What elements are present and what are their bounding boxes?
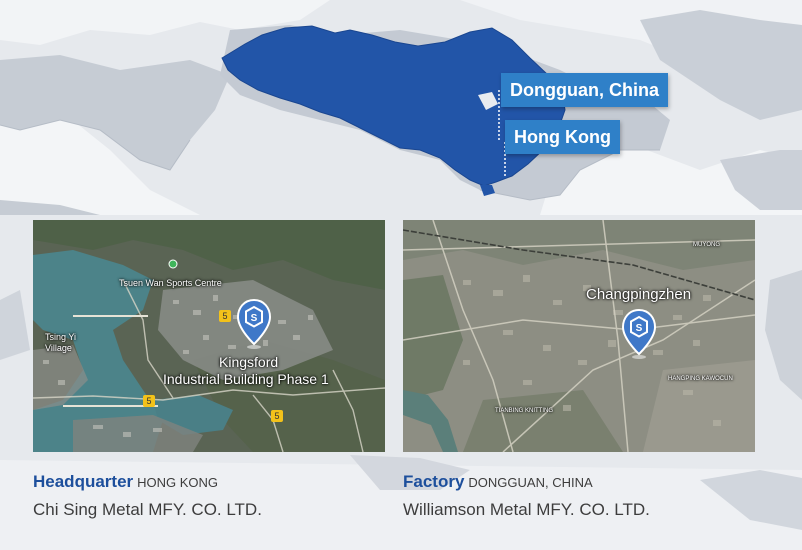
factory-title: Factory xyxy=(403,472,465,491)
svg-text:S: S xyxy=(251,313,258,324)
factory-satellite-imagery xyxy=(403,220,755,452)
hq-title: Headquarter xyxy=(33,472,134,491)
building-label-line2: Industrial Building Phase 1 xyxy=(163,371,329,387)
sports-centre-label: Tsuen Wan Sports Centre xyxy=(119,278,222,288)
route-badge: 5 xyxy=(219,310,231,322)
dongguan-map-label: Dongguan, China xyxy=(501,73,668,107)
building-label-line1: Kingsford xyxy=(219,354,279,370)
place-label-small: TIANBING KNITTING xyxy=(495,408,554,414)
factory-caption: Factory DONGGUAN, CHINA Williamson Metal … xyxy=(403,470,650,520)
hq-caption: Headquarter HONG KONG Chi Sing Metal MFY.… xyxy=(33,470,262,520)
location-pin-icon[interactable]: S xyxy=(236,298,272,350)
hongkong-map-label: Hong Kong xyxy=(505,120,620,154)
hq-company-name: Chi Sing Metal MFY. CO. LTD. xyxy=(33,500,262,519)
route-badge: 5 xyxy=(143,395,155,407)
route-badge: 5 xyxy=(271,410,283,422)
factory-caption-title: Factory DONGGUAN, CHINA xyxy=(403,470,650,494)
place-label-small: HANGPING KAWOCUN xyxy=(668,376,733,382)
place-label-small: MUYONG xyxy=(693,242,720,248)
factory-satellite-map[interactable]: Changpingzhen HANGPING KAWOCUN TIANBING … xyxy=(403,220,755,452)
factory-company-name: Williamson Metal MFY. CO. LTD. xyxy=(403,500,650,519)
town-label: Changpingzhen xyxy=(586,286,692,303)
village-label: Tsing Yi Village xyxy=(45,332,77,353)
hq-caption-title: Headquarter HONG KONG xyxy=(33,470,262,494)
dongguan-label-text: Dongguan, China xyxy=(510,80,659,100)
location-pin-icon[interactable]: S xyxy=(621,308,657,360)
svg-text:S: S xyxy=(636,323,643,334)
factory-location: DONGGUAN, CHINA xyxy=(468,475,593,490)
hq-satellite-map[interactable]: 5 5 5 Tsuen Wan Sports Centre Tsing Yi V… xyxy=(33,220,385,452)
hq-location: HONG KONG xyxy=(137,475,219,490)
hongkong-label-text: Hong Kong xyxy=(514,127,611,147)
hq-satellite-imagery xyxy=(33,220,385,452)
